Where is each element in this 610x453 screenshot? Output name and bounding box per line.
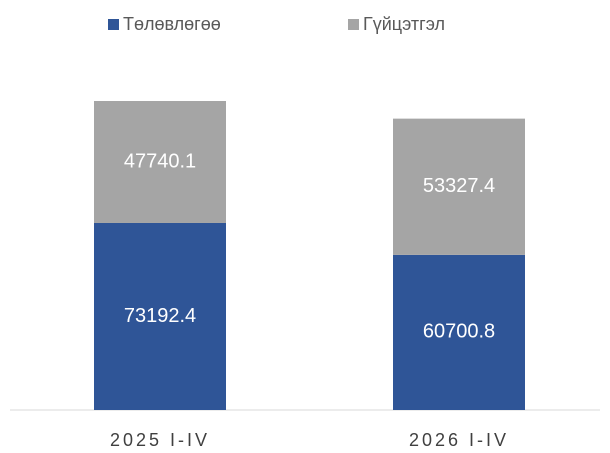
bar-segment <box>94 101 226 223</box>
x-tick-label: 2026 I-IV <box>409 430 509 450</box>
bar-segment <box>94 222 226 410</box>
data-label: 47740.1 <box>124 150 196 172</box>
legend-swatch <box>108 19 119 30</box>
bar-segment <box>393 254 525 410</box>
data-label: 53327.4 <box>423 175 495 197</box>
x-tick-label: 2025 I-IV <box>110 430 210 450</box>
legend-swatch <box>348 19 359 30</box>
legend-label: Төлөвлөгөө <box>123 14 221 34</box>
data-label: 73192.4 <box>124 305 196 327</box>
bar-segment <box>393 118 525 255</box>
legend-label: Гүйцэтгэл <box>363 14 445 34</box>
data-label: 60700.8 <box>423 321 495 343</box>
